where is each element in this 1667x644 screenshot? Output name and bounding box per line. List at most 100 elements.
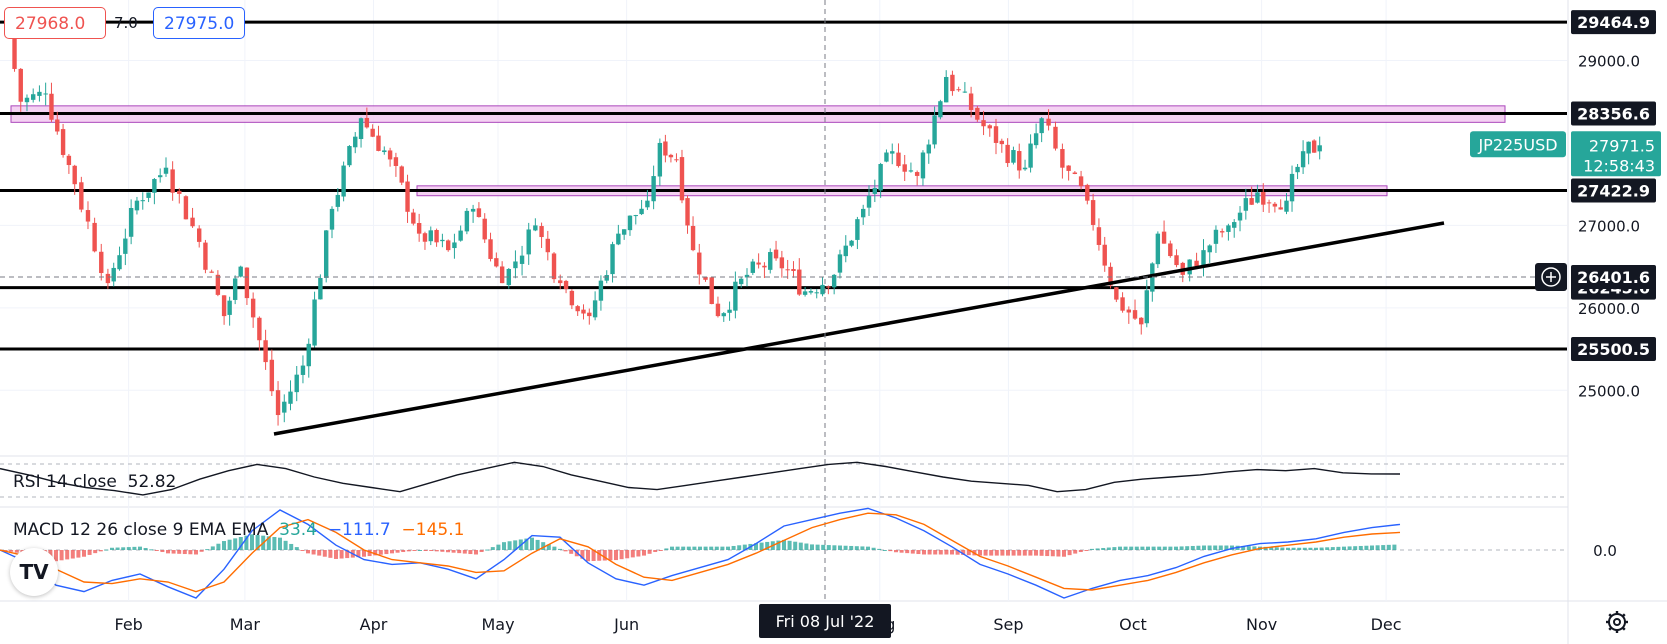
macd-hist-bar — [1134, 546, 1139, 550]
candle-body — [657, 142, 663, 177]
candle-body — [358, 118, 364, 140]
macd-hist-bar — [810, 544, 814, 550]
candle-body — [446, 240, 451, 251]
macd-hist-bar — [877, 548, 882, 550]
candle-body — [826, 286, 831, 288]
macd-hist-bar — [3, 550, 8, 551]
price-axis-label: 27000.0 — [1578, 217, 1640, 235]
candle-body — [581, 309, 586, 314]
macd-hist-bar — [1146, 546, 1150, 550]
macd-hist-bar — [1291, 547, 1296, 550]
macd-hist-bar — [1364, 545, 1369, 550]
symbol-tag: JP225USD — [1477, 135, 1557, 154]
candle-body — [244, 267, 250, 299]
macd-hist-bar — [154, 550, 159, 551]
macd-hist-bar — [177, 550, 182, 554]
candle-body — [1126, 309, 1131, 313]
candle-body — [878, 164, 883, 191]
macd-hist-bar — [210, 546, 215, 550]
crosshair-date-bg — [759, 604, 891, 638]
macd-hist-bar — [132, 546, 137, 550]
macd-hist-bar — [894, 550, 898, 553]
candle-body — [1278, 207, 1283, 210]
macd-hist-bar — [1078, 550, 1083, 553]
candle-body — [727, 309, 732, 313]
time-axis-label: Nov — [1246, 615, 1277, 634]
rsi-legend[interactable]: RSI 14 close 52.82 — [13, 472, 176, 492]
candle-body — [329, 208, 335, 230]
macd-hist-bar — [194, 550, 198, 555]
macd-hist-bar — [1308, 547, 1313, 550]
candle-body — [703, 276, 708, 280]
macd-hist-bar — [255, 534, 260, 550]
candle-body — [1237, 212, 1243, 221]
gear-icon-center — [1613, 618, 1621, 626]
macd-hist-bar — [1140, 546, 1145, 550]
macd-hist-bar — [328, 550, 333, 558]
candle-body — [1168, 243, 1173, 257]
macd-legend[interactable]: MACD 12 26 close 9 EMA EMA 33.4 −111.7 −… — [13, 520, 464, 540]
candle-body — [1255, 192, 1260, 203]
macd-hist-bar — [815, 544, 820, 550]
candle-body — [482, 218, 487, 240]
candle-body — [962, 91, 968, 93]
candle-body — [85, 210, 91, 222]
candle-body — [587, 312, 592, 317]
macd-hist-bar — [849, 545, 854, 550]
candle-body — [1201, 250, 1206, 267]
candle-body — [1060, 149, 1065, 168]
candle-body — [37, 91, 42, 96]
tradingview-logo[interactable]: TV — [10, 548, 58, 596]
candle-body — [452, 242, 457, 249]
candle-body — [79, 182, 84, 210]
candle-body — [18, 68, 23, 102]
macd-hist-bar — [233, 538, 238, 550]
last-price-bg — [1571, 131, 1661, 177]
candle-body — [1017, 151, 1022, 171]
candle-body — [55, 119, 60, 132]
macd-hist-bar — [1342, 546, 1346, 550]
ask-price[interactable]: 27975.0 — [153, 7, 245, 39]
macd-hist-bar — [1330, 547, 1335, 550]
candle-body — [849, 240, 854, 246]
time-axis-label: Mar — [230, 615, 261, 634]
candle-body — [1028, 143, 1033, 168]
macd-hist-bar — [754, 543, 758, 550]
macd-hist-bar — [759, 542, 764, 550]
candle-body — [1207, 245, 1212, 253]
candle-body — [177, 190, 182, 194]
candle-body — [335, 194, 341, 207]
candle-body — [820, 284, 825, 295]
price-axis-label: 29000.0 — [1578, 53, 1640, 71]
macd-hist-bar — [580, 550, 585, 559]
candle-body — [679, 157, 685, 201]
macd-hist-bar — [1347, 546, 1352, 550]
bid-price[interactable]: 27968.0 — [4, 7, 106, 39]
macd-hist-bar — [1101, 547, 1106, 550]
macd-hist-bar — [322, 550, 327, 557]
macd-hist-bar — [888, 550, 893, 552]
candle-body — [1096, 227, 1102, 245]
settings-gear-icon[interactable] — [1606, 611, 1628, 633]
candle-body — [387, 150, 393, 160]
macd-hist-bar — [1090, 548, 1094, 550]
candle-body — [1219, 231, 1225, 233]
candle-body — [318, 278, 323, 300]
macd-hist-bar — [434, 550, 439, 552]
macd-hist-bar — [1185, 546, 1190, 550]
add-alert-button[interactable] — [1535, 263, 1567, 291]
macd-hist-bar — [1017, 550, 1022, 556]
candle-body — [738, 278, 744, 285]
macd-hist-bar — [922, 550, 926, 555]
macd-hist-bar — [1274, 547, 1279, 550]
gear-tooth — [1608, 626, 1613, 631]
macd-hist-bar — [1280, 547, 1285, 550]
candle-body — [12, 35, 17, 69]
candle-body — [370, 128, 375, 137]
candle-body — [294, 374, 299, 393]
rsi-legend-value: 52.82 — [127, 472, 177, 492]
macd-hist-bar — [905, 550, 910, 554]
candle-body — [128, 208, 134, 237]
